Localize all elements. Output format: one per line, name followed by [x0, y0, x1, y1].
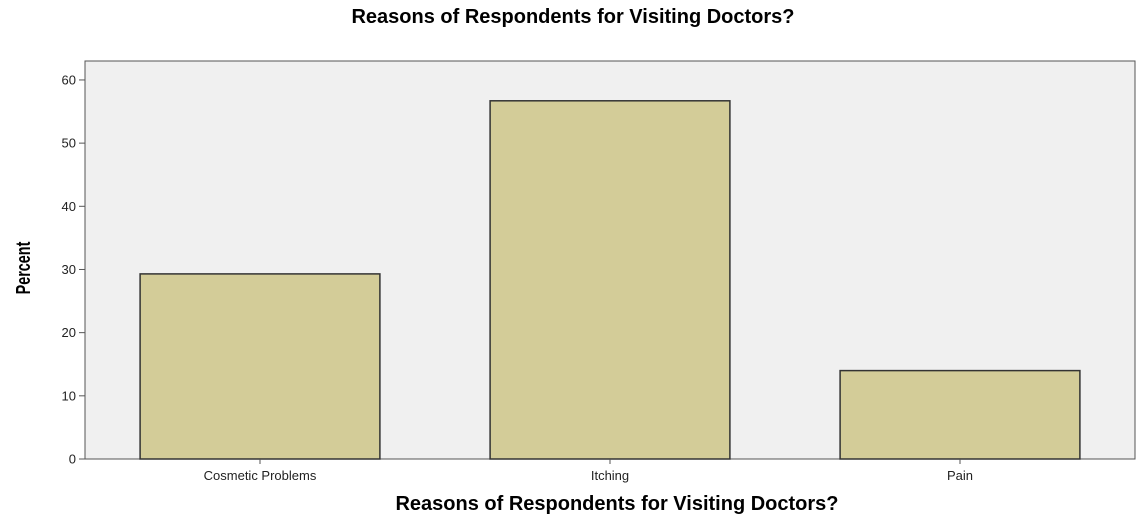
y-axis-title: Percent — [12, 241, 35, 294]
x-tick-label: Itching — [591, 468, 629, 483]
y-tick-label: 0 — [69, 452, 76, 467]
y-tick-label: 40 — [62, 199, 76, 214]
y-tick-label: 50 — [62, 136, 76, 151]
chart-title: Reasons of Respondents for Visiting Doct… — [351, 6, 794, 28]
y-tick-label: 30 — [62, 262, 76, 277]
y-axis-ticks: 0 10 20 30 40 50 60 — [62, 72, 85, 467]
x-axis-ticks: Cosmetic Problems Itching Pain — [204, 459, 973, 483]
y-tick-label: 60 — [62, 72, 76, 87]
bar-itching — [489, 100, 731, 460]
x-tick-label: Pain — [947, 468, 973, 483]
y-tick-label: 20 — [62, 325, 76, 340]
bar-cosmetic-problems — [139, 273, 381, 460]
x-tick-label: Cosmetic Problems — [204, 468, 317, 483]
bar-pain — [839, 369, 1081, 460]
x-axis-title: Reasons of Respondents for Visiting Doct… — [395, 493, 838, 514]
bars-layer — [139, 100, 1081, 460]
y-tick-label: 10 — [62, 388, 76, 403]
